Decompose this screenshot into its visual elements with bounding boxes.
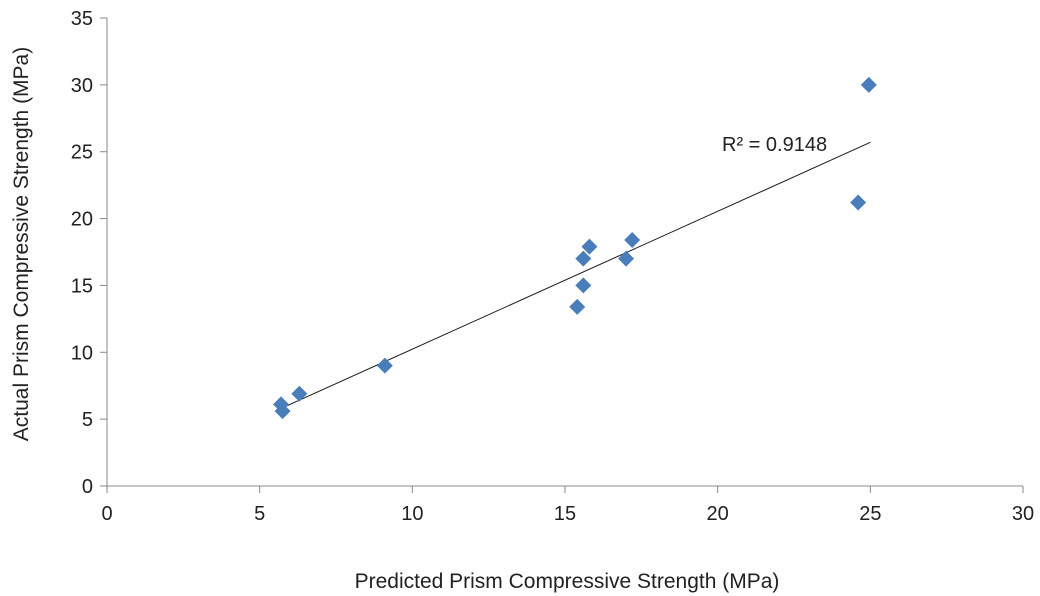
data-point xyxy=(291,385,308,402)
data-point xyxy=(850,194,867,211)
r-squared-label: R² = 0.9148 xyxy=(722,134,827,156)
y-tick-label: 30 xyxy=(71,75,93,97)
data-points xyxy=(273,76,877,420)
data-point xyxy=(376,357,393,374)
data-point xyxy=(575,250,592,267)
data-point xyxy=(569,298,586,315)
y-tick-label: 0 xyxy=(82,476,93,498)
x-tick-label: 30 xyxy=(1012,503,1034,525)
axes xyxy=(106,18,1023,487)
data-point xyxy=(581,238,598,255)
y-tick-label: 5 xyxy=(82,409,93,431)
data-point xyxy=(575,277,592,294)
y-ticks: 0 5 10 15 20 25 30 35 xyxy=(71,8,107,498)
y-tick-label: 20 xyxy=(71,209,93,231)
data-point xyxy=(618,250,635,267)
data-point xyxy=(624,231,641,248)
data-point xyxy=(274,403,291,420)
y-tick-label: 15 xyxy=(71,275,93,297)
trendline xyxy=(280,141,871,409)
y-tick-label: 25 xyxy=(71,142,93,164)
x-ticks: 0 5 10 15 20 25 30 xyxy=(101,486,1034,525)
x-tick-label: 0 xyxy=(101,503,112,525)
x-tick-label: 25 xyxy=(859,503,881,525)
data-point xyxy=(860,76,877,93)
x-tick-label: 15 xyxy=(554,503,576,525)
y-axis-title: Actual Prism Compressive Strength (MPa) xyxy=(10,47,33,441)
x-tick-label: 20 xyxy=(707,503,729,525)
x-axis-title: Predicted Prism Compressive Strength (MP… xyxy=(355,570,780,593)
x-tick-label: 10 xyxy=(401,503,423,525)
trendline-group xyxy=(280,141,871,409)
y-tick-label: 10 xyxy=(71,342,93,364)
y-tick-label: 35 xyxy=(71,8,93,30)
x-tick-label: 5 xyxy=(254,503,265,525)
